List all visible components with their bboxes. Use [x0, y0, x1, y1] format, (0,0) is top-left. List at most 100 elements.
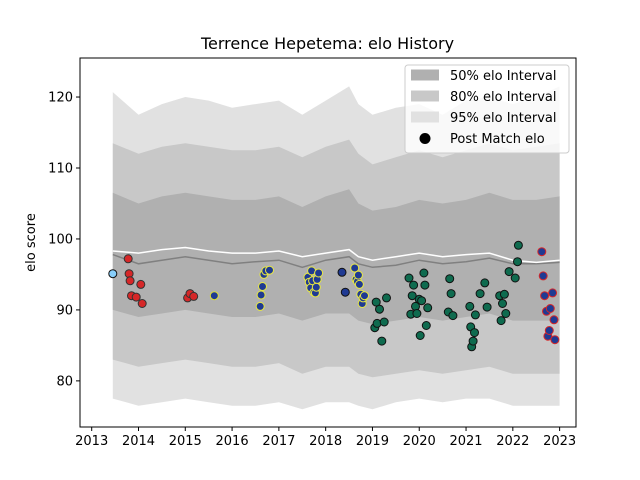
elo-point	[445, 274, 455, 284]
elo-point	[265, 265, 274, 275]
legend-marker-post-match	[419, 133, 431, 144]
post-match-points	[108, 240, 560, 352]
elo-point	[421, 321, 431, 330]
y-tick-label: 80	[56, 374, 73, 389]
elo-point	[337, 267, 347, 277]
x-tick-label: 2016	[216, 434, 249, 449]
x-tick-label: 2014	[122, 434, 155, 449]
elo-point	[475, 289, 485, 299]
elo-point	[377, 336, 387, 346]
median-line	[112, 253, 560, 269]
elo-point	[353, 270, 363, 280]
elo-point	[480, 278, 490, 288]
elo-point	[465, 301, 475, 311]
elo-point	[496, 316, 506, 326]
legend-label-80: 80% elo Interval	[450, 90, 557, 105]
x-axis: 2013 2014 2015 2016 2017 2018 2019 2020 2021 2022…	[75, 427, 576, 449]
y-tick-label: 120	[48, 91, 73, 106]
elo-point	[412, 309, 422, 318]
elo-point	[470, 310, 480, 320]
elo-point	[255, 301, 265, 311]
elo-point	[419, 268, 429, 278]
x-tick-label: 2023	[543, 434, 576, 449]
legend-label-95: 95% elo Interval	[450, 111, 557, 126]
elo-point	[404, 273, 414, 283]
x-tick-label: 2019	[356, 434, 389, 449]
elo-point	[123, 254, 133, 264]
plot-frame	[79, 57, 577, 428]
elo-point	[548, 288, 558, 298]
elo-point	[510, 273, 520, 283]
legend-swatch-80	[411, 90, 439, 102]
y-tick-label: 90	[56, 303, 73, 318]
y-axis: 80 90 100 110 120	[48, 91, 80, 389]
mean-line	[112, 246, 560, 264]
elo-point	[131, 292, 141, 302]
x-tick-label: 2021	[449, 434, 482, 449]
elo-point	[125, 276, 135, 286]
chart-title: Terrence Hepetema: elo History	[200, 34, 454, 53]
elo-point	[549, 315, 559, 325]
x-tick-label: 2022	[496, 434, 529, 449]
elo-point	[382, 293, 391, 303]
legend-box	[404, 64, 570, 154]
elo-point	[501, 309, 511, 318]
elo-point	[550, 335, 560, 345]
elo-point	[136, 279, 146, 289]
x-tick-label: 2018	[309, 434, 342, 449]
elo-point	[371, 297, 381, 307]
elo-point	[538, 271, 548, 281]
legend-label-50: 50% elo Interval	[450, 69, 557, 84]
x-tick-label: 2017	[262, 434, 295, 449]
elo-point	[360, 291, 369, 301]
elo-point	[448, 311, 458, 321]
legend-swatch-50	[411, 69, 439, 81]
x-tick-label: 2015	[169, 434, 202, 449]
elo-point	[513, 240, 523, 250]
elo-point	[108, 269, 118, 279]
elo-point	[375, 304, 384, 314]
elo-point	[423, 303, 433, 313]
elo-point	[314, 268, 324, 278]
elo-point	[415, 331, 425, 340]
elo-point	[545, 304, 555, 313]
elo-point	[513, 257, 522, 267]
elo-point	[409, 280, 419, 290]
elo-point	[420, 280, 430, 290]
trend-lines	[112, 246, 560, 269]
x-tick-label: 2020	[403, 434, 436, 449]
elo-point	[137, 299, 147, 308]
elo-point	[504, 267, 514, 277]
elo-point	[482, 302, 492, 312]
elo-point	[407, 291, 417, 301]
elo-point	[256, 290, 266, 300]
elo-point	[372, 318, 382, 328]
elo-point	[209, 291, 219, 301]
elo-point	[340, 287, 350, 297]
elo-point	[498, 299, 507, 308]
y-tick-label: 110	[48, 161, 73, 176]
x-tick-label: 2013	[75, 434, 108, 449]
legend-label-post-match: Post Match elo	[450, 132, 545, 147]
elo-point	[350, 263, 360, 273]
y-tick-label: 100	[48, 232, 73, 247]
elo-point	[379, 317, 389, 327]
plot-area	[79, 57, 577, 428]
legend: 50% elo Interval 80% elo Interval 95% el…	[404, 64, 570, 154]
elo-point	[540, 291, 550, 301]
elo-point	[417, 296, 427, 306]
elo-point	[544, 326, 554, 335]
elo-point	[354, 279, 364, 289]
elo-point	[446, 289, 456, 299]
elo-point	[470, 328, 479, 338]
elo-point	[189, 291, 199, 301]
elo-point	[537, 247, 547, 257]
elo-point	[499, 289, 509, 299]
elo-point	[468, 336, 478, 346]
elo-point	[311, 282, 321, 292]
legend-swatch-95	[411, 111, 439, 123]
band-50	[112, 189, 560, 325]
elo-point	[258, 282, 267, 291]
y-axis-label: elo score	[24, 213, 39, 272]
